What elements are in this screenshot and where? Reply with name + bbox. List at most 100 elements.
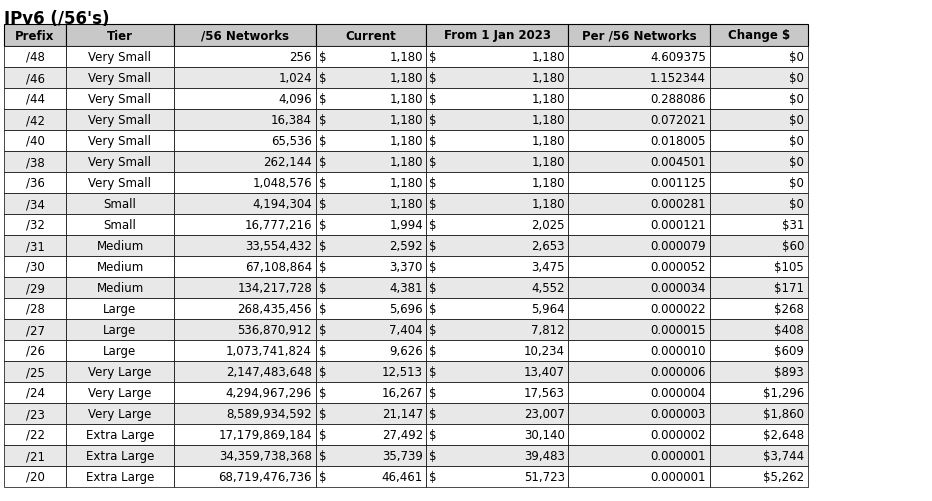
Bar: [568, 25, 710, 47]
Bar: [4, 278, 66, 299]
Bar: [66, 193, 174, 214]
Bar: [426, 466, 568, 487]
Bar: [568, 278, 710, 299]
Text: Very Large: Very Large: [89, 386, 152, 399]
Bar: [316, 424, 426, 445]
Bar: [710, 68, 808, 89]
Text: 5,964: 5,964: [531, 303, 565, 315]
Text: $: $: [319, 177, 326, 189]
Bar: [4, 25, 66, 47]
Bar: [174, 47, 316, 68]
Text: 0.000022: 0.000022: [651, 303, 706, 315]
Text: 35,739: 35,739: [382, 449, 423, 462]
Text: 3,475: 3,475: [531, 261, 565, 274]
Text: 1,180: 1,180: [390, 51, 423, 64]
Text: 4,381: 4,381: [390, 282, 423, 295]
Bar: [316, 214, 426, 235]
Bar: [66, 68, 174, 89]
Bar: [426, 68, 568, 89]
Bar: [568, 235, 710, 257]
Text: Large: Large: [103, 323, 137, 336]
Text: 12,513: 12,513: [382, 365, 423, 378]
Text: /30: /30: [25, 261, 45, 274]
Text: $408: $408: [774, 323, 804, 336]
Text: $2,648: $2,648: [763, 428, 804, 441]
Text: $: $: [319, 93, 326, 106]
Text: $: $: [319, 156, 326, 169]
Text: $1,296: $1,296: [762, 386, 804, 399]
Text: $: $: [319, 197, 326, 210]
Text: $: $: [429, 177, 436, 189]
Bar: [174, 382, 316, 403]
Bar: [568, 173, 710, 193]
Text: $: $: [429, 428, 436, 441]
Text: $: $: [429, 156, 436, 169]
Text: Very Small: Very Small: [89, 177, 152, 189]
Text: 1,024: 1,024: [279, 72, 312, 85]
Bar: [4, 403, 66, 424]
Text: $: $: [319, 261, 326, 274]
Bar: [174, 466, 316, 487]
Text: $: $: [319, 428, 326, 441]
Bar: [426, 319, 568, 340]
Text: $: $: [319, 323, 326, 336]
Text: 51,723: 51,723: [524, 470, 565, 483]
Text: 1,180: 1,180: [531, 135, 565, 148]
Bar: [4, 361, 66, 382]
Bar: [426, 235, 568, 257]
Text: 0.000010: 0.000010: [651, 344, 706, 357]
Text: $105: $105: [774, 261, 804, 274]
Text: 2,025: 2,025: [531, 218, 565, 231]
Bar: [710, 110, 808, 131]
Text: /46: /46: [25, 72, 45, 85]
Bar: [316, 445, 426, 466]
Text: /36: /36: [25, 177, 45, 189]
Bar: [66, 110, 174, 131]
Text: Very Large: Very Large: [89, 407, 152, 420]
Bar: [66, 278, 174, 299]
Bar: [710, 131, 808, 152]
Bar: [316, 25, 426, 47]
Text: 262,144: 262,144: [263, 156, 312, 169]
Text: Medium: Medium: [96, 239, 144, 253]
Text: Extra Large: Extra Large: [86, 470, 154, 483]
Text: /22: /22: [25, 428, 45, 441]
Text: 1,180: 1,180: [531, 156, 565, 169]
Text: 1,994: 1,994: [390, 218, 423, 231]
Bar: [426, 47, 568, 68]
Text: $0: $0: [789, 93, 804, 106]
Bar: [174, 152, 316, 173]
Text: 68,719,476,736: 68,719,476,736: [218, 470, 312, 483]
Bar: [568, 424, 710, 445]
Text: $0: $0: [789, 51, 804, 64]
Text: 13,407: 13,407: [524, 365, 565, 378]
Bar: [568, 193, 710, 214]
Bar: [426, 152, 568, 173]
Bar: [568, 257, 710, 278]
Bar: [710, 235, 808, 257]
Bar: [426, 278, 568, 299]
Text: $: $: [429, 218, 436, 231]
Bar: [4, 193, 66, 214]
Bar: [710, 47, 808, 68]
Bar: [66, 235, 174, 257]
Text: 0.000121: 0.000121: [651, 218, 706, 231]
Bar: [426, 299, 568, 319]
Text: 1,180: 1,180: [531, 93, 565, 106]
Text: 2,653: 2,653: [531, 239, 565, 253]
Text: 39,483: 39,483: [524, 449, 565, 462]
Text: 1,180: 1,180: [390, 177, 423, 189]
Text: $: $: [429, 449, 436, 462]
Text: $: $: [319, 303, 326, 315]
Bar: [710, 445, 808, 466]
Text: 0.004501: 0.004501: [651, 156, 706, 169]
Text: 33,554,432: 33,554,432: [245, 239, 312, 253]
Text: 256: 256: [290, 51, 312, 64]
Text: $: $: [429, 114, 436, 127]
Text: 0.072021: 0.072021: [651, 114, 706, 127]
Text: $0: $0: [789, 177, 804, 189]
Bar: [174, 89, 316, 110]
Bar: [316, 382, 426, 403]
Text: $: $: [319, 114, 326, 127]
Text: $: $: [319, 470, 326, 483]
